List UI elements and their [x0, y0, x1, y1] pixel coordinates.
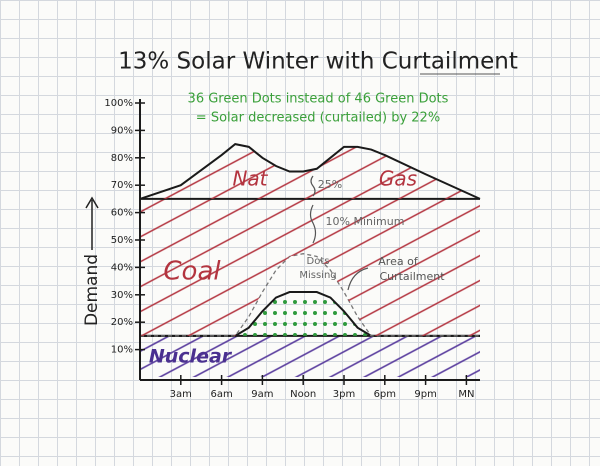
bracket [309, 204, 317, 244]
y-tick-label: 100% [104, 98, 133, 109]
y-tick-label: 10% [111, 345, 133, 356]
y-tick-label: 30% [111, 290, 133, 301]
x-tick-label: 6am [210, 389, 232, 400]
bracket [310, 175, 316, 197]
y-tick-label: 90% [111, 125, 133, 136]
x-tick-label: 6pm [374, 389, 396, 400]
chart-title: 13% Solar Winter with Curtailment [118, 49, 518, 75]
area [140, 144, 480, 199]
annotation: Nat [232, 167, 268, 191]
x-tick-label: Noon [290, 389, 316, 400]
pointer [347, 267, 369, 291]
annotation: Curtailment [379, 270, 445, 283]
subtitle: = Solar decreased (curtailed) by 22% [196, 111, 440, 126]
area [140, 335, 480, 377]
annotation: Area of [378, 255, 419, 268]
y-tick-label: 20% [111, 317, 133, 328]
area [140, 198, 480, 336]
series-label: Coal [163, 257, 221, 287]
subtitle: 36 Green Dots instead of 46 Green Dots [188, 92, 449, 107]
x-tick-label: 3am [170, 389, 192, 400]
annotation: Missing [299, 270, 336, 281]
y-axis-label: Demand [82, 254, 102, 326]
x-tick-label: 3pm [333, 389, 355, 400]
y-axis-arrow-head [85, 196, 99, 209]
area [140, 292, 480, 336]
y-tick-label: 70% [111, 180, 133, 191]
annotation: 25% [318, 178, 342, 191]
x-tick-label: 9am [251, 389, 273, 400]
y-tick-label: 80% [111, 153, 133, 164]
annotation: Gas [379, 167, 417, 191]
annotation: Dots [307, 256, 330, 267]
y-tick-label: 40% [111, 262, 133, 273]
x-tick-label: 9pm [414, 389, 436, 400]
annotation: 10% Minimum [326, 215, 405, 228]
y-tick-label: 50% [111, 235, 133, 246]
area-top-line [139, 143, 481, 200]
series-label: Nuclear [149, 346, 233, 368]
x-tick-label: MN [458, 389, 474, 400]
y-tick-label: 60% [111, 208, 133, 219]
